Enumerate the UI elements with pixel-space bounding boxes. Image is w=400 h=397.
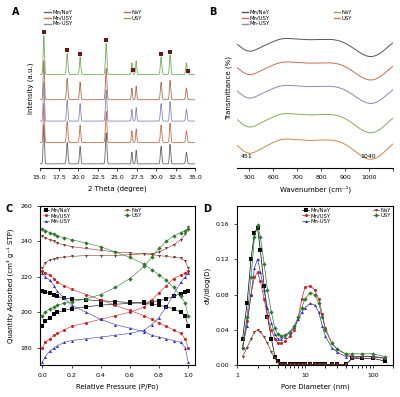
Y-axis label: Intensity (a.u.): Intensity (a.u.) bbox=[28, 62, 34, 114]
Text: B: B bbox=[209, 7, 216, 17]
Text: C: C bbox=[5, 204, 12, 214]
Y-axis label: Transmittance (%): Transmittance (%) bbox=[225, 56, 232, 120]
Text: D: D bbox=[203, 204, 211, 214]
Legend: NaY, USY: NaY, USY bbox=[372, 207, 392, 219]
Legend: NaY, USY: NaY, USY bbox=[333, 10, 353, 21]
Legend: NaY, USY: NaY, USY bbox=[123, 207, 143, 219]
X-axis label: Wavenumber (cm⁻¹): Wavenumber (cm⁻¹) bbox=[280, 186, 351, 193]
X-axis label: Pore Diameter (nm): Pore Diameter (nm) bbox=[281, 384, 350, 390]
Text: A: A bbox=[12, 7, 19, 17]
X-axis label: Relative Pressure (P/Po): Relative Pressure (P/Po) bbox=[76, 384, 159, 390]
Text: 1040: 1040 bbox=[360, 154, 376, 159]
Y-axis label: dV/dlog(D): dV/dlog(D) bbox=[204, 267, 210, 304]
Text: 451: 451 bbox=[240, 154, 252, 159]
X-axis label: 2 Theta (degree): 2 Theta (degree) bbox=[88, 186, 147, 193]
Y-axis label: Quantity Adsorbed (cm³ g⁻¹ STP): Quantity Adsorbed (cm³ g⁻¹ STP) bbox=[7, 228, 14, 343]
Legend: NaY, USY: NaY, USY bbox=[123, 10, 143, 21]
